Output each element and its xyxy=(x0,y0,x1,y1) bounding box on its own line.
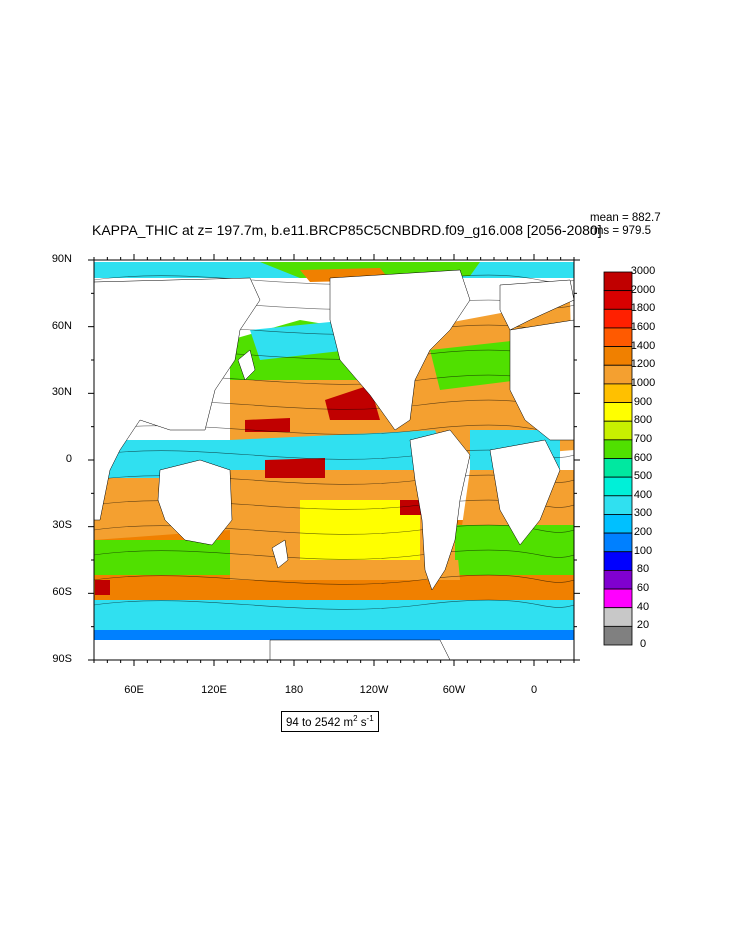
ocean-region xyxy=(300,500,420,560)
colorbar-label: 1600 xyxy=(630,320,656,333)
landmass xyxy=(329,269,471,431)
contour-line xyxy=(94,549,574,560)
colorbar-label: 1800 xyxy=(630,302,656,315)
lat-label-30n: 30N xyxy=(51,386,72,398)
range-text: 94 to 2542 m xyxy=(286,716,354,729)
landmass xyxy=(499,279,574,331)
lon-label-180: 180 xyxy=(284,684,304,696)
ocean-region xyxy=(455,525,574,560)
plot-title: KAPPA_THIC at z= 197.7m, b.e11.BRCP85C5C… xyxy=(92,222,602,238)
lat-label-90n: 90N xyxy=(51,253,72,265)
colorbar-label: 1200 xyxy=(630,358,656,371)
range-unit: s xyxy=(357,716,367,729)
range-exp-1: 2 xyxy=(353,714,358,723)
colorbar-label: 60 xyxy=(636,582,650,595)
colorbar-label: 100 xyxy=(633,544,653,557)
colorbar-label: 700 xyxy=(633,432,653,445)
colorbar-label: 800 xyxy=(633,414,653,427)
lat-label-60n: 60N xyxy=(51,320,72,332)
colorbar-label: 0 xyxy=(639,638,647,650)
colorbar xyxy=(603,271,633,646)
landmass xyxy=(271,539,289,569)
landmass xyxy=(269,639,451,660)
colorbar-label: 400 xyxy=(633,488,653,501)
range-label: 94 to 2542 m2 s-1 xyxy=(281,711,379,732)
landmass xyxy=(509,319,574,441)
ocean-region xyxy=(325,385,380,420)
colorbar-box xyxy=(603,625,633,646)
mean-stat: mean = 882.7 xyxy=(590,212,661,224)
colorbar-label: 200 xyxy=(633,526,653,539)
contour-line xyxy=(94,574,574,585)
colorbar-label: 20 xyxy=(636,619,650,632)
rms-stat: rms = 979.5 xyxy=(590,225,652,237)
land-mask xyxy=(94,269,574,660)
lon-label-60e: 60E xyxy=(124,684,144,696)
landmass xyxy=(409,429,471,591)
lat-label-90s: 90S xyxy=(52,653,72,665)
colorbar-label: 300 xyxy=(633,507,653,520)
colorbar-label: 80 xyxy=(636,563,650,576)
landmass xyxy=(489,439,561,546)
colorbar-label: 1400 xyxy=(630,339,656,352)
lon-label-60w: 60W xyxy=(442,684,466,696)
ocean-region xyxy=(250,320,350,360)
colorbar-label: 3000 xyxy=(630,265,656,277)
landmass xyxy=(157,459,233,546)
lon-label-0: 0 xyxy=(530,684,538,696)
colorbar-label: 900 xyxy=(633,395,653,408)
lon-label-120e: 120E xyxy=(201,684,227,696)
ocean-region xyxy=(430,340,520,390)
contour-line xyxy=(94,599,574,610)
colorbar-label: 1000 xyxy=(630,376,656,389)
landmass xyxy=(94,277,261,521)
ocean-region xyxy=(94,630,574,640)
lon-label-120w: 120W xyxy=(359,684,389,696)
colorbar-label: 2000 xyxy=(630,283,656,296)
lat-label-60s: 60S xyxy=(52,586,72,598)
axis-ticks xyxy=(88,254,580,666)
range-exp-2: -1 xyxy=(366,714,374,723)
colorbar-label: 500 xyxy=(633,470,653,483)
colorbar-label: 600 xyxy=(633,451,653,464)
ocean-region xyxy=(95,580,110,595)
colorbar-label: 40 xyxy=(636,600,650,613)
lat-label-30s: 30S xyxy=(52,519,72,531)
ocean-region xyxy=(400,500,425,515)
ocean-region xyxy=(265,458,325,478)
lat-label-eq: 0 xyxy=(65,453,72,465)
ocean-region xyxy=(245,418,290,432)
landmass xyxy=(237,349,256,381)
